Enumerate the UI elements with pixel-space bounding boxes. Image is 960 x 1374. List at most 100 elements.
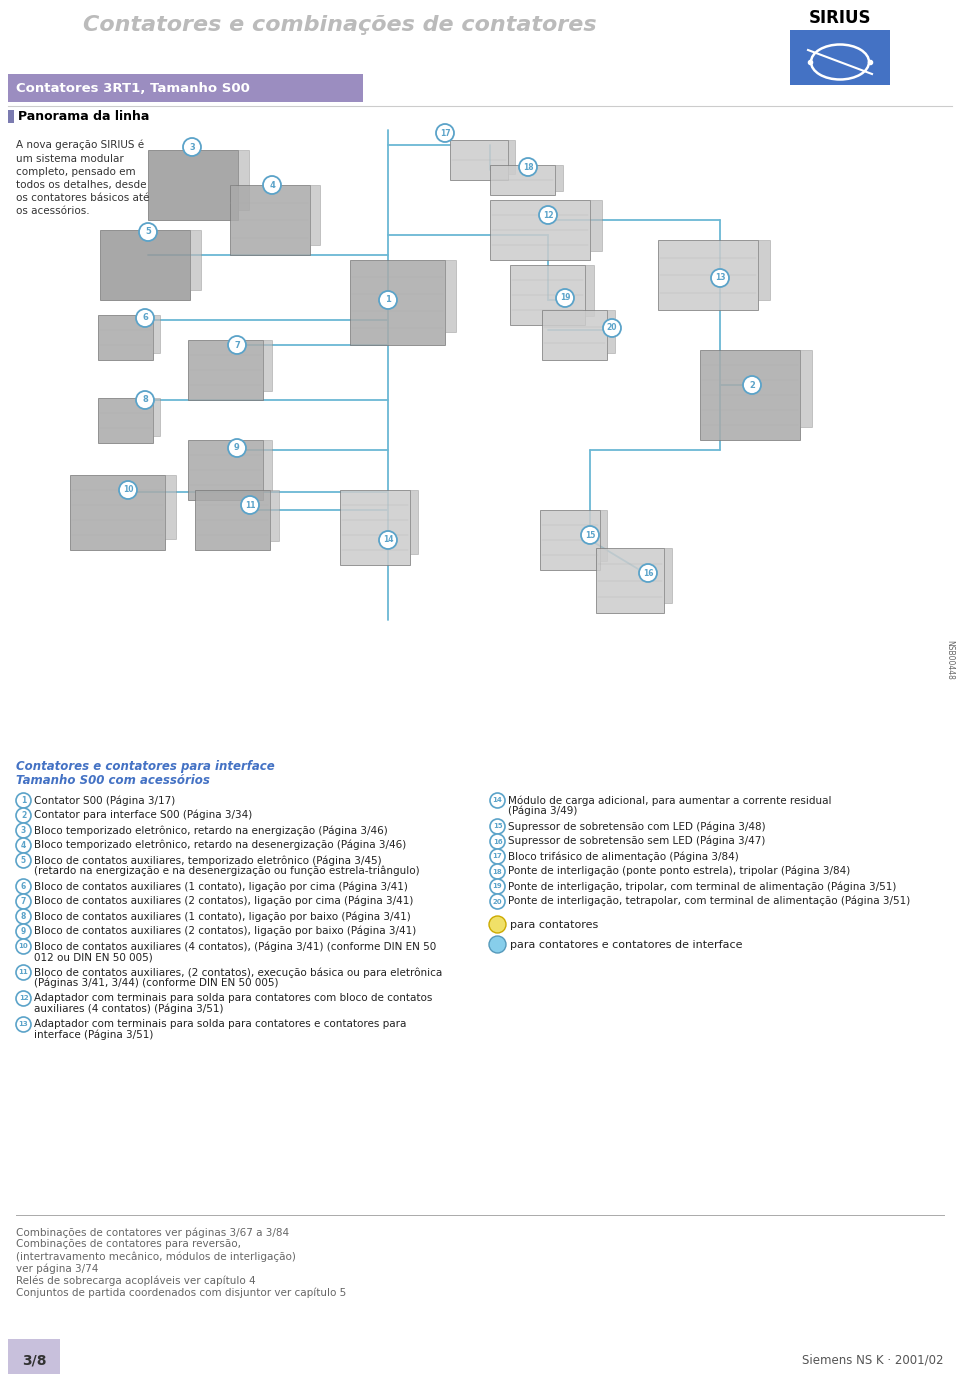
Text: Conjuntos de partida coordenados com disjuntor ver capítulo 5: Conjuntos de partida coordenados com dis… — [16, 1287, 347, 1297]
FancyBboxPatch shape — [790, 30, 890, 85]
FancyBboxPatch shape — [153, 398, 159, 437]
Circle shape — [16, 1017, 31, 1032]
Circle shape — [489, 916, 506, 933]
Circle shape — [16, 793, 31, 808]
Circle shape — [16, 965, 31, 980]
Text: 15: 15 — [585, 530, 595, 540]
Circle shape — [711, 269, 729, 287]
Circle shape — [490, 849, 505, 864]
FancyBboxPatch shape — [555, 165, 563, 191]
FancyBboxPatch shape — [664, 548, 672, 603]
Text: Panorama da linha: Panorama da linha — [18, 110, 150, 122]
Text: Relés de sobrecarga acopláveis ver capítulo 4: Relés de sobrecarga acopláveis ver capít… — [16, 1275, 255, 1286]
FancyBboxPatch shape — [508, 140, 515, 174]
Circle shape — [556, 289, 574, 306]
Text: 11: 11 — [18, 970, 29, 976]
FancyBboxPatch shape — [263, 440, 272, 491]
Circle shape — [228, 337, 246, 354]
FancyBboxPatch shape — [800, 350, 812, 426]
Circle shape — [136, 309, 154, 327]
Text: 7: 7 — [21, 897, 26, 905]
Circle shape — [490, 864, 505, 879]
FancyBboxPatch shape — [490, 165, 555, 195]
Circle shape — [16, 938, 31, 954]
FancyBboxPatch shape — [590, 201, 602, 251]
Circle shape — [139, 223, 157, 240]
Text: Bloco de contatos auxiliares (2 contatos), ligação por baixo (Página 3/41): Bloco de contatos auxiliares (2 contatos… — [34, 926, 417, 937]
FancyBboxPatch shape — [70, 475, 165, 550]
Text: Siemens NS K · 2001/02: Siemens NS K · 2001/02 — [803, 1353, 944, 1367]
Circle shape — [16, 879, 31, 894]
Circle shape — [228, 440, 246, 458]
Circle shape — [379, 291, 397, 309]
Text: (Página 3/49): (Página 3/49) — [508, 807, 577, 816]
FancyBboxPatch shape — [153, 315, 159, 353]
Text: 15: 15 — [492, 823, 502, 830]
Circle shape — [16, 838, 31, 853]
Circle shape — [183, 137, 201, 157]
FancyBboxPatch shape — [410, 491, 419, 554]
FancyBboxPatch shape — [8, 110, 14, 124]
Circle shape — [16, 894, 31, 910]
Circle shape — [490, 819, 505, 834]
Text: Bloco de contatos auxiliares (4 contatos), (Página 3/41) (conforme DIN EN 50: Bloco de contatos auxiliares (4 contatos… — [34, 941, 436, 952]
FancyBboxPatch shape — [585, 265, 594, 316]
FancyBboxPatch shape — [270, 491, 279, 541]
Text: 14: 14 — [492, 797, 502, 804]
Text: Módulo de carga adicional, para aumentar a corrente residual: Módulo de carga adicional, para aumentar… — [508, 796, 831, 805]
FancyBboxPatch shape — [98, 315, 153, 360]
FancyBboxPatch shape — [445, 260, 456, 333]
Circle shape — [16, 853, 31, 868]
Text: 17: 17 — [492, 853, 502, 860]
Circle shape — [16, 910, 31, 923]
FancyBboxPatch shape — [188, 440, 263, 500]
Text: 12: 12 — [542, 210, 553, 220]
FancyBboxPatch shape — [600, 510, 608, 561]
Circle shape — [16, 808, 31, 823]
Circle shape — [539, 206, 557, 224]
Circle shape — [581, 526, 599, 544]
FancyBboxPatch shape — [195, 491, 270, 550]
Text: 1: 1 — [21, 796, 26, 805]
Text: ver página 3/74: ver página 3/74 — [16, 1263, 98, 1274]
Text: (intertravamento mecânico, módulos de interligação): (intertravamento mecânico, módulos de in… — [16, 1250, 296, 1261]
Text: 2: 2 — [749, 381, 755, 389]
FancyBboxPatch shape — [8, 74, 363, 102]
Text: A nova geração SIRIUS é
um sistema modular
completo, pensado em
todos os detalhe: A nova geração SIRIUS é um sistema modul… — [16, 140, 150, 217]
Text: Ponte de interligação (ponte ponto estrela), tripolar (Página 3/84): Ponte de interligação (ponte ponto estre… — [508, 866, 851, 877]
FancyBboxPatch shape — [310, 185, 320, 245]
Text: 20: 20 — [607, 323, 617, 333]
Text: Contatores 3RT1, Tamanho S00: Contatores 3RT1, Tamanho S00 — [16, 81, 250, 95]
Text: 8: 8 — [142, 396, 148, 404]
Circle shape — [639, 563, 657, 583]
Circle shape — [490, 834, 505, 849]
Circle shape — [16, 991, 31, 1006]
Text: Contator S00 (Página 3/17): Contator S00 (Página 3/17) — [34, 796, 176, 805]
FancyBboxPatch shape — [607, 311, 614, 353]
Text: Contatores e combinações de contatores: Contatores e combinações de contatores — [84, 15, 597, 34]
Circle shape — [490, 879, 505, 894]
Circle shape — [119, 481, 137, 499]
Text: 12: 12 — [18, 996, 28, 1002]
FancyBboxPatch shape — [230, 185, 310, 256]
Circle shape — [241, 496, 259, 514]
Text: interface (Página 3/51): interface (Página 3/51) — [34, 1030, 154, 1040]
FancyBboxPatch shape — [8, 1340, 60, 1374]
Circle shape — [743, 376, 761, 394]
Circle shape — [519, 158, 537, 176]
FancyBboxPatch shape — [542, 311, 607, 360]
Text: Adaptador com terminais para solda para contatores com bloco de contatos: Adaptador com terminais para solda para … — [34, 993, 432, 1003]
Text: 17: 17 — [440, 129, 450, 137]
Text: Adaptador com terminais para solda para contatores e contatores para: Adaptador com terminais para solda para … — [34, 1020, 406, 1029]
Circle shape — [136, 392, 154, 409]
Text: 10: 10 — [18, 944, 29, 949]
FancyBboxPatch shape — [190, 229, 201, 290]
Text: 18: 18 — [522, 162, 534, 172]
Text: 16: 16 — [492, 838, 502, 845]
FancyBboxPatch shape — [758, 240, 770, 300]
Circle shape — [603, 319, 621, 337]
Text: Bloco temporizado eletrônico, retardo na desenergização (Página 3/46): Bloco temporizado eletrônico, retardo na… — [34, 840, 406, 851]
Circle shape — [490, 894, 505, 910]
Text: 6: 6 — [142, 313, 148, 323]
FancyBboxPatch shape — [340, 491, 410, 565]
